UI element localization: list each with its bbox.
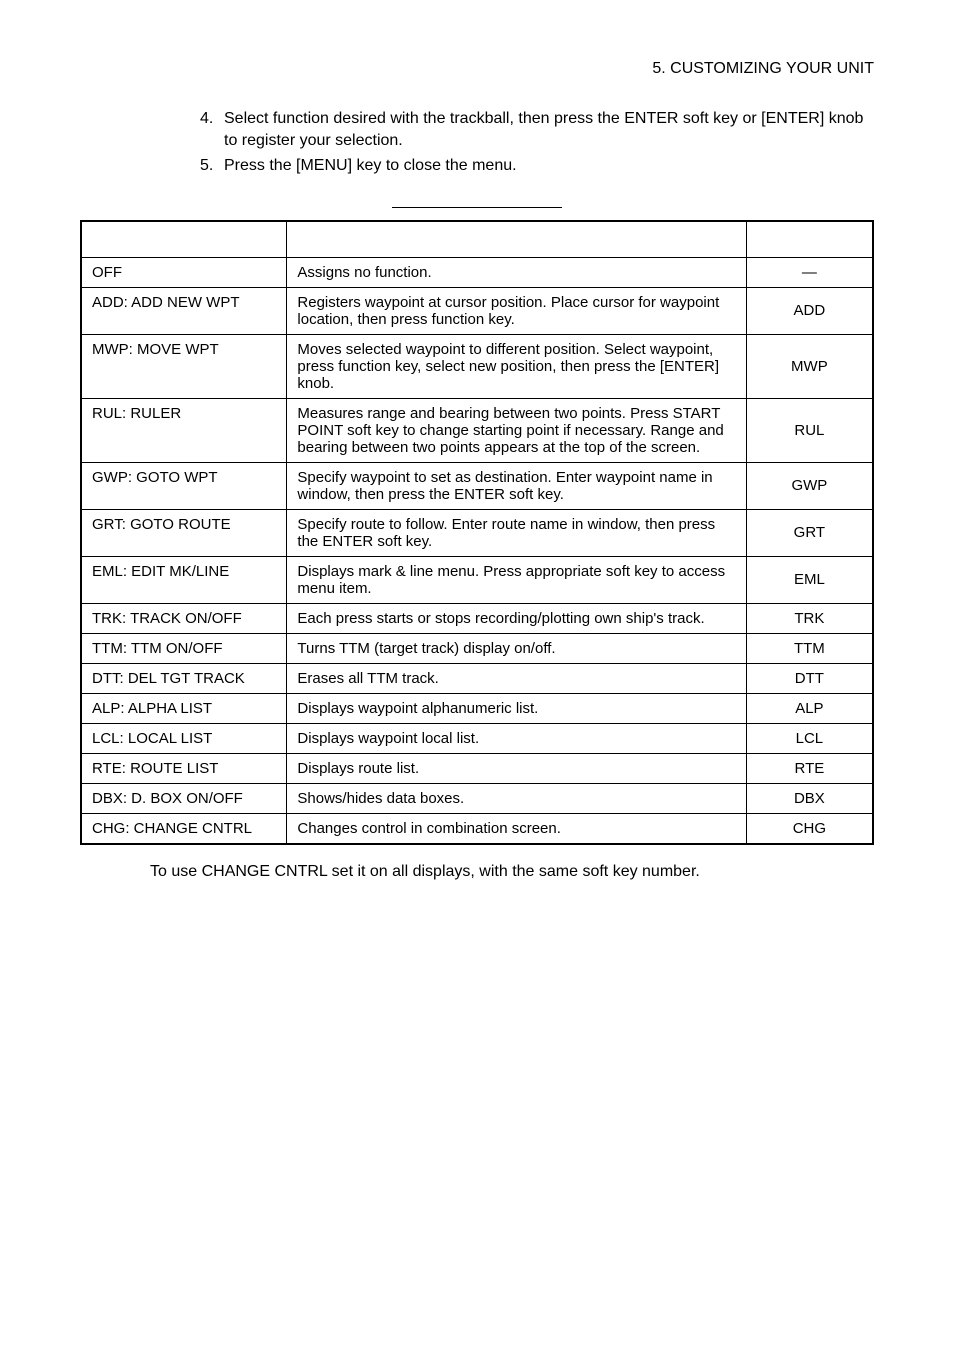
col-header-lbl [746,221,873,257]
table-row: DTT: DEL TGT TRACKErases all TTM track.D… [81,663,873,693]
cell-lbl: DBX [746,783,873,813]
cell-label: EML: EDIT MK/LINE [81,556,287,603]
cell-function: Each press starts or stops recording/plo… [287,603,746,633]
function-table: OFFAssigns no function.—ADD: ADD NEW WPT… [80,220,874,845]
cell-label: RTE: ROUTE LIST [81,753,287,783]
cell-label: MWP: MOVE WPT [81,334,287,398]
table-row: LCL: LOCAL LISTDisplays waypoint local l… [81,723,873,753]
cell-label: DTT: DEL TGT TRACK [81,663,287,693]
table-header-row [81,221,873,257]
list-number: 4. [200,108,224,153]
table-row: EML: EDIT MK/LINEDisplays mark & line me… [81,556,873,603]
section-title: 5. CUSTOMIZING YOUR UNIT [652,60,874,77]
cell-function: Specify waypoint to set as destination. … [287,462,746,509]
footnote: To use CHANGE CNTRL set it on all displa… [150,863,874,881]
list-text: Select function desired with the trackba… [224,108,874,153]
table-row: GRT: GOTO ROUTESpecify route to follow. … [81,509,873,556]
list-item: 5. Press the [MENU] key to close the men… [200,155,874,177]
instruction-list: 4. Select function desired with the trac… [200,108,874,177]
list-text: Press the [MENU] key to close the menu. [224,155,517,177]
col-header-label [81,221,287,257]
table-row: RUL: RULERMeasures range and bearing bet… [81,398,873,462]
cell-label: ADD: ADD NEW WPT [81,287,287,334]
cell-label: TTM: TTM ON/OFF [81,633,287,663]
cell-label: GWP: GOTO WPT [81,462,287,509]
cell-lbl: TRK [746,603,873,633]
list-item: 4. Select function desired with the trac… [200,108,874,153]
table-row: TTM: TTM ON/OFFTurns TTM (target track) … [81,633,873,663]
table-row: MWP: MOVE WPTMoves selected waypoint to … [81,334,873,398]
cell-function: Moves selected waypoint to different pos… [287,334,746,398]
table-row: DBX: D. BOX ON/OFFShows/hides data boxes… [81,783,873,813]
cell-label: GRT: GOTO ROUTE [81,509,287,556]
table-row: TRK: TRACK ON/OFFEach press starts or st… [81,603,873,633]
cell-lbl: EML [746,556,873,603]
cell-lbl: ADD [746,287,873,334]
cell-lbl: DTT [746,663,873,693]
cell-label: RUL: RULER [81,398,287,462]
cell-function: Displays route list. [287,753,746,783]
table-row: ADD: ADD NEW WPTRegisters waypoint at cu… [81,287,873,334]
cell-label: TRK: TRACK ON/OFF [81,603,287,633]
cell-lbl: — [746,257,873,287]
cell-lbl: GRT [746,509,873,556]
cell-label: DBX: D. BOX ON/OFF [81,783,287,813]
list-number: 5. [200,155,224,177]
page-header: 5. CUSTOMIZING YOUR UNIT [80,60,874,78]
col-header-function [287,221,746,257]
table-row: RTE: ROUTE LISTDisplays route list.RTE [81,753,873,783]
cell-lbl: RUL [746,398,873,462]
cell-function: Registers waypoint at cursor position. P… [287,287,746,334]
cell-label: ALP: ALPHA LIST [81,693,287,723]
cell-label: CHG: CHANGE CNTRL [81,813,287,844]
cell-function: Turns TTM (target track) display on/off. [287,633,746,663]
note-text: To use CHANGE CNTRL set it on all displa… [150,863,700,880]
cell-function: Changes control in combination screen. [287,813,746,844]
cell-label: OFF [81,257,287,287]
cell-lbl: LCL [746,723,873,753]
cell-function: Displays mark & line menu. Press appropr… [287,556,746,603]
cell-lbl: GWP [746,462,873,509]
cell-function: Specify route to follow. Enter route nam… [287,509,746,556]
cell-lbl: MWP [746,334,873,398]
cell-function: Assigns no function. [287,257,746,287]
cell-function: Displays waypoint alphanumeric list. [287,693,746,723]
cell-lbl: CHG [746,813,873,844]
cell-lbl: ALP [746,693,873,723]
table-row: GWP: GOTO WPTSpecify waypoint to set as … [81,462,873,509]
table-row: CHG: CHANGE CNTRLChanges control in comb… [81,813,873,844]
table-row: OFFAssigns no function.— [81,257,873,287]
cell-function: Displays waypoint local list. [287,723,746,753]
cell-lbl: TTM [746,633,873,663]
table-row: ALP: ALPHA LISTDisplays waypoint alphanu… [81,693,873,723]
caption-underline [392,207,562,208]
cell-function: Measures range and bearing between two p… [287,398,746,462]
cell-lbl: RTE [746,753,873,783]
cell-function: Shows/hides data boxes. [287,783,746,813]
cell-label: LCL: LOCAL LIST [81,723,287,753]
cell-function: Erases all TTM track. [287,663,746,693]
table-body: OFFAssigns no function.—ADD: ADD NEW WPT… [81,257,873,844]
